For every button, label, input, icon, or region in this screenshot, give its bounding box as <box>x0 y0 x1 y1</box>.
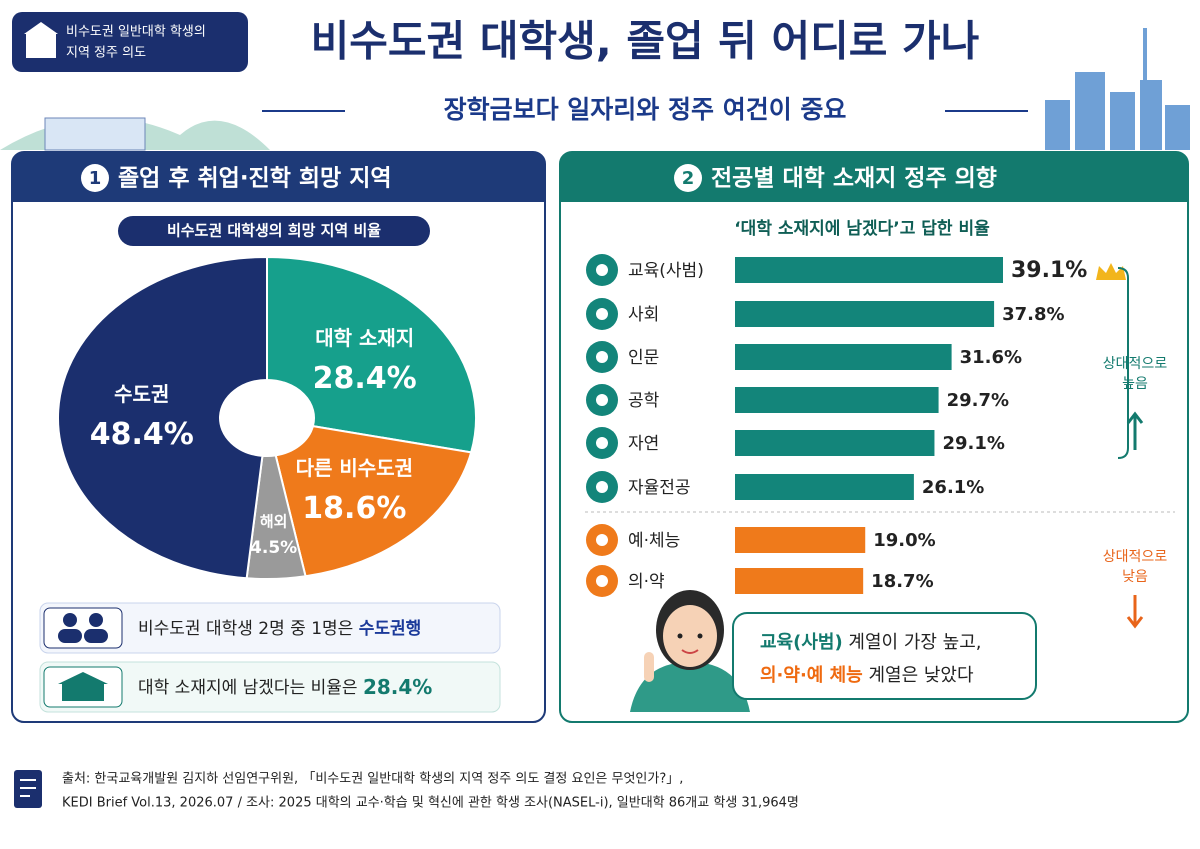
chart-title: 비수도권 대학생의 희망 지역 비율 <box>167 222 381 240</box>
category-label: 자연 <box>628 434 659 454</box>
summary-highlight: 수도권행 <box>359 619 422 639</box>
city <box>1045 28 1190 150</box>
category-label: 사회 <box>628 305 659 325</box>
footer-icon-lines <box>20 779 36 797</box>
summary-icon <box>43 607 123 649</box>
category-icon-dot <box>596 575 608 587</box>
donut-slice <box>274 424 473 578</box>
bar <box>735 474 914 500</box>
chart-title-pill <box>118 216 430 246</box>
speech-line: 교육(사범) 계열이 가장 높고, <box>760 632 982 653</box>
value-label: 19.0% <box>873 530 935 551</box>
category-icon-dot <box>596 437 608 449</box>
annotation: 낮음 <box>1122 569 1148 585</box>
category-icon-dot <box>596 264 608 276</box>
donut-slice <box>57 255 268 580</box>
crown-icon <box>1096 263 1126 280</box>
category-label: 인문 <box>628 348 659 368</box>
slice-category: 수도권 <box>114 382 169 406</box>
slice-value: 4.5% <box>250 538 297 558</box>
summary-box <box>39 602 501 654</box>
bar <box>735 257 1003 283</box>
bar <box>735 301 995 327</box>
slice-category: 해외 <box>260 512 288 530</box>
arrow-up <box>1126 411 1144 450</box>
bar <box>735 568 864 594</box>
building <box>44 117 146 151</box>
bar <box>735 527 866 553</box>
people-icon <box>58 613 108 643</box>
speech-highlight: 의·약·예 체능 <box>760 664 863 686</box>
slice-category: 다른 비수도권 <box>296 456 413 480</box>
main-title: 비수도권 대학생, 졸업 뒤 어디로 가나 <box>311 17 980 66</box>
badge-icon <box>24 22 58 58</box>
value-label: 37.8% <box>1002 304 1064 325</box>
summary-highlight: 28.4% <box>363 675 432 699</box>
speech-bubble <box>732 612 1037 700</box>
speech-plain: 계열은 낮았다 <box>863 665 974 686</box>
section-number-badge <box>81 164 109 192</box>
section-number-badge <box>674 164 702 192</box>
chart-title: ‘대학 소재지에 남겠다’고 답한 비율 <box>734 219 990 239</box>
speech-highlight: 교육(사범) <box>760 632 843 653</box>
speech-plain: 계열이 가장 높고, <box>843 632 982 653</box>
bar <box>735 430 935 456</box>
annotation: 높음 <box>1122 376 1148 392</box>
right-panel-header <box>560 152 1188 202</box>
badge-line: 비수도권 일반대학 학생의 <box>66 25 206 40</box>
footer-line: 출처: 한국교육개발원 김지하 선임연구위원, 「비수도권 일반대학 학생의 지… <box>62 772 683 787</box>
value-label: 29.7% <box>947 390 1009 411</box>
category-icon-dot <box>596 534 608 546</box>
left-panel-header <box>12 152 545 202</box>
slice-value: 18.6% <box>302 491 406 526</box>
slice-value: 28.4% <box>313 361 417 396</box>
bar <box>735 344 952 370</box>
slice-category: 대학 소재지 <box>315 326 414 350</box>
school-icon <box>58 672 108 701</box>
category-label: 교육(사범) <box>628 261 704 281</box>
category-icon-dot <box>596 308 608 320</box>
arrow-down <box>1126 595 1144 629</box>
category-icon-dot <box>596 394 608 406</box>
category-icon-dot <box>596 351 608 363</box>
summary-text: 대학 소재지에 남겠다는 비율은 28.4% <box>138 675 432 699</box>
value-label: 39.1% <box>1011 258 1087 283</box>
value-label: 29.1% <box>942 433 1004 454</box>
subtitle: 장학금보다 일자리와 정주 여건이 중요 <box>444 95 847 124</box>
summary-box <box>39 661 501 713</box>
category-label: 공학 <box>628 391 660 411</box>
badge-line: 지역 정주 의도 <box>66 46 146 61</box>
bracket <box>1117 267 1129 459</box>
value-label: 18.7% <box>871 571 933 592</box>
annotation: 상대적으로 <box>1103 549 1168 565</box>
section-title: 전공별 대학 소재지 정주 의향 <box>711 166 997 192</box>
category-label: 자율전공 <box>628 478 691 498</box>
category-label: 예·체능 <box>628 531 680 551</box>
value-label: 31.6% <box>960 347 1022 368</box>
donut-slice <box>266 255 477 454</box>
badge <box>12 12 248 72</box>
summary-plain: 대학 소재지에 남겠다는 비율은 <box>138 678 363 698</box>
character <box>630 590 750 712</box>
value-label: 26.1% <box>922 477 984 498</box>
summary-plain: 비수도권 대학생 2명 중 1명은 <box>138 619 359 639</box>
category-icon-dot <box>596 481 608 493</box>
section-number: 2 <box>682 168 695 189</box>
summary-text: 비수도권 대학생 2명 중 1명은 수도권행 <box>138 619 421 639</box>
donut-chart: 대학 소재지 28.4% 다른 비수도권 18.6% 해외 4.5% 수도권 48.4% <box>57 255 477 580</box>
category-label: 의·약 <box>628 572 665 592</box>
slice-value: 48.4% <box>90 417 194 452</box>
annotation: 상대적으로 <box>1103 356 1168 372</box>
footer-line: KEDI Brief Vol.13, 2026.07 / 조사: 2025 대학… <box>62 796 799 811</box>
section-number: 1 <box>89 168 102 189</box>
bar <box>735 387 939 413</box>
bar-chart: 교육(사범) 39.1% 사회 37.8% 인문 31.6% 공학 29.7% 자연 29.1% 자… <box>585 254 1175 629</box>
section-title: 졸업 후 취업·진학 희망 지역 <box>118 166 392 192</box>
speech-line: 의·약·예 체능 계열은 낮았다 <box>760 664 974 686</box>
